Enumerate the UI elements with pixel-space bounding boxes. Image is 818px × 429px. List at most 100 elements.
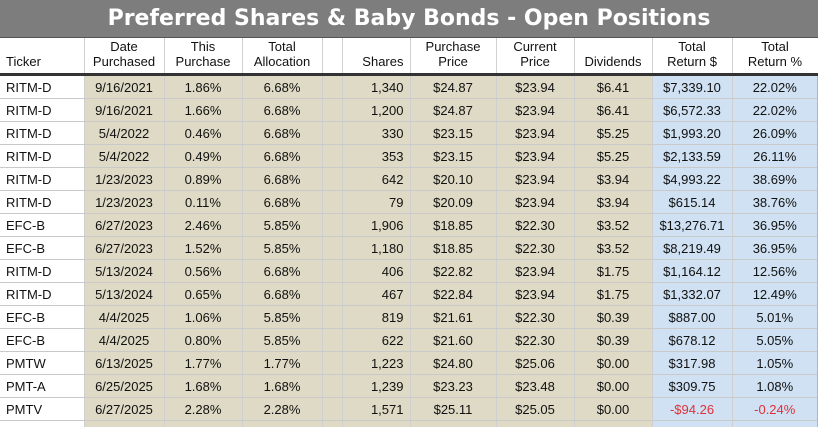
cell-dividends[interactable]: $0.39: [574, 305, 653, 329]
cell-date-purchased[interactable]: 4/4/2025: [84, 305, 165, 329]
cell-shares[interactable]: 622: [342, 328, 411, 352]
cell-total-return-pct[interactable]: 36.95%: [732, 213, 818, 237]
cell-current-price[interactable]: $23.94: [496, 144, 575, 168]
header-date-purchased[interactable]: Date Purchased: [84, 38, 165, 76]
cell-current-price[interactable]: $23.48: [496, 374, 575, 398]
cell-ticker[interactable]: EFC-B: [0, 305, 85, 329]
cell-total-allocation[interactable]: 6.68%: [242, 144, 323, 168]
cell-purchase-price[interactable]: $23.15: [410, 144, 497, 168]
cell-shares[interactable]: 353: [342, 144, 411, 168]
cell-purchase-price[interactable]: $22.82: [410, 259, 497, 283]
cell-current-price[interactable]: $22.30: [496, 213, 575, 237]
cell-current-price[interactable]: $23.94: [496, 121, 575, 145]
cell-total-return-usd[interactable]: $4,993.22: [652, 167, 733, 191]
cell-total-return-usd[interactable]: $8,219.49: [652, 236, 733, 260]
cell-this-purchase[interactable]: 1.52%: [164, 236, 243, 260]
cell-total-return-pct[interactable]: 12.49%: [732, 282, 818, 306]
cell-total-return-usd[interactable]: $615.14: [652, 190, 733, 214]
cell-total-allocation[interactable]: 5.85%: [242, 236, 323, 260]
cell-blank[interactable]: [322, 397, 343, 421]
cell-dividends[interactable]: $3.52: [574, 213, 653, 237]
header-blank[interactable]: [322, 38, 343, 76]
cell-total-return-pct[interactable]: 5.05%: [732, 328, 818, 352]
cell-ticker[interactable]: RITM-D: [0, 121, 85, 145]
cell-blank[interactable]: [322, 74, 343, 99]
empty-cell[interactable]: [164, 420, 243, 427]
cell-purchase-price[interactable]: $21.61: [410, 305, 497, 329]
cell-this-purchase[interactable]: 1.86%: [164, 74, 243, 99]
cell-this-purchase[interactable]: 1.66%: [164, 98, 243, 122]
cell-total-return-pct[interactable]: 38.76%: [732, 190, 818, 214]
cell-total-return-pct[interactable]: 22.02%: [732, 74, 818, 99]
cell-blank[interactable]: [322, 213, 343, 237]
cell-shares[interactable]: 1,571: [342, 397, 411, 421]
cell-current-price[interactable]: $23.94: [496, 98, 575, 122]
cell-dividends[interactable]: $1.75: [574, 282, 653, 306]
cell-purchase-price[interactable]: $20.09: [410, 190, 497, 214]
cell-date-purchased[interactable]: 6/25/2025: [84, 374, 165, 398]
cell-shares[interactable]: 1,223: [342, 351, 411, 375]
empty-cell[interactable]: [242, 420, 323, 427]
cell-total-allocation[interactable]: 6.68%: [242, 74, 323, 99]
cell-this-purchase[interactable]: 1.77%: [164, 351, 243, 375]
cell-dividends[interactable]: $1.75: [574, 259, 653, 283]
cell-total-allocation[interactable]: 5.85%: [242, 328, 323, 352]
cell-ticker[interactable]: RITM-D: [0, 98, 85, 122]
cell-this-purchase[interactable]: 1.68%: [164, 374, 243, 398]
cell-shares[interactable]: 406: [342, 259, 411, 283]
cell-ticker[interactable]: RITM-D: [0, 167, 85, 191]
cell-current-price[interactable]: $22.30: [496, 305, 575, 329]
cell-shares[interactable]: 1,906: [342, 213, 411, 237]
cell-shares[interactable]: 467: [342, 282, 411, 306]
cell-ticker[interactable]: EFC-B: [0, 236, 85, 260]
cell-blank[interactable]: [322, 98, 343, 122]
cell-blank[interactable]: [322, 190, 343, 214]
cell-purchase-price[interactable]: $22.84: [410, 282, 497, 306]
cell-current-price[interactable]: $22.30: [496, 328, 575, 352]
cell-this-purchase[interactable]: 0.46%: [164, 121, 243, 145]
cell-shares[interactable]: 330: [342, 121, 411, 145]
cell-dividends[interactable]: $3.52: [574, 236, 653, 260]
cell-total-return-pct[interactable]: 12.56%: [732, 259, 818, 283]
cell-dividends[interactable]: $6.41: [574, 74, 653, 99]
cell-total-allocation[interactable]: 2.28%: [242, 397, 323, 421]
empty-cell[interactable]: [0, 420, 85, 427]
cell-blank[interactable]: [322, 236, 343, 260]
cell-total-return-usd[interactable]: $1,993.20: [652, 121, 733, 145]
cell-date-purchased[interactable]: 5/13/2024: [84, 282, 165, 306]
header-current-price[interactable]: Current Price: [496, 38, 575, 76]
cell-total-return-usd[interactable]: $887.00: [652, 305, 733, 329]
cell-total-return-pct[interactable]: 26.11%: [732, 144, 818, 168]
header-ticker[interactable]: Ticker: [0, 38, 85, 76]
empty-cell[interactable]: [574, 420, 653, 427]
cell-total-return-pct[interactable]: 22.02%: [732, 98, 818, 122]
cell-current-price[interactable]: $25.06: [496, 351, 575, 375]
cell-total-return-usd[interactable]: $309.75: [652, 374, 733, 398]
cell-total-return-usd[interactable]: $7,339.10: [652, 74, 733, 99]
cell-total-allocation[interactable]: 1.77%: [242, 351, 323, 375]
header-total-return-pct[interactable]: Total Return %: [732, 38, 818, 76]
cell-date-purchased[interactable]: 1/23/2023: [84, 167, 165, 191]
cell-this-purchase[interactable]: 0.49%: [164, 144, 243, 168]
cell-dividends[interactable]: $5.25: [574, 144, 653, 168]
cell-date-purchased[interactable]: 1/23/2023: [84, 190, 165, 214]
cell-purchase-price[interactable]: $24.80: [410, 351, 497, 375]
cell-total-return-pct[interactable]: 5.01%: [732, 305, 818, 329]
cell-total-return-pct[interactable]: 36.95%: [732, 236, 818, 260]
cell-total-return-pct[interactable]: 38.69%: [732, 167, 818, 191]
header-dividends[interactable]: Dividends: [574, 38, 653, 76]
cell-total-allocation[interactable]: 5.85%: [242, 213, 323, 237]
empty-cell[interactable]: [732, 420, 818, 427]
cell-this-purchase[interactable]: 0.56%: [164, 259, 243, 283]
empty-cell[interactable]: [342, 420, 411, 427]
cell-ticker[interactable]: PMTW: [0, 351, 85, 375]
cell-dividends[interactable]: $0.00: [574, 351, 653, 375]
cell-blank[interactable]: [322, 259, 343, 283]
cell-purchase-price[interactable]: $20.10: [410, 167, 497, 191]
cell-current-price[interactable]: $23.94: [496, 259, 575, 283]
cell-blank[interactable]: [322, 144, 343, 168]
cell-this-purchase[interactable]: 0.80%: [164, 328, 243, 352]
cell-current-price[interactable]: $23.94: [496, 167, 575, 191]
cell-date-purchased[interactable]: 5/4/2022: [84, 121, 165, 145]
cell-total-return-usd[interactable]: $1,332.07: [652, 282, 733, 306]
